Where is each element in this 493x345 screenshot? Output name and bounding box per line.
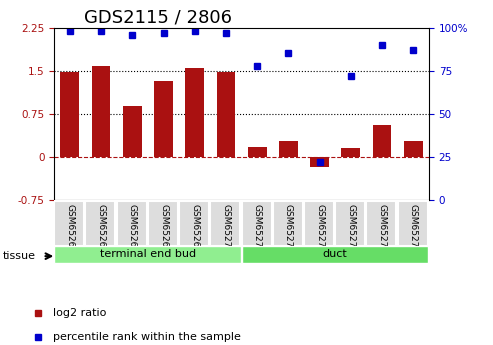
Text: GSM65274: GSM65274 — [347, 204, 355, 253]
Bar — [279, 141, 298, 157]
Text: GSM65269: GSM65269 — [190, 204, 199, 253]
Text: GSM65268: GSM65268 — [159, 204, 168, 253]
Bar — [404, 141, 423, 157]
Bar — [373, 125, 391, 157]
FancyBboxPatch shape — [242, 246, 428, 263]
Text: log2 ratio: log2 ratio — [54, 308, 107, 318]
FancyBboxPatch shape — [335, 201, 365, 246]
Bar — [61, 72, 79, 157]
Text: GSM65271: GSM65271 — [253, 204, 262, 253]
FancyBboxPatch shape — [85, 201, 115, 246]
Text: GSM65273: GSM65273 — [315, 204, 324, 253]
FancyBboxPatch shape — [304, 201, 334, 246]
Bar — [310, 157, 329, 167]
Bar — [185, 68, 204, 157]
Text: GSM65272: GSM65272 — [284, 204, 293, 253]
FancyBboxPatch shape — [148, 201, 178, 246]
Text: terminal end bud: terminal end bud — [100, 249, 196, 259]
Text: tissue: tissue — [3, 251, 36, 261]
FancyBboxPatch shape — [54, 246, 241, 263]
Bar — [92, 66, 110, 157]
Bar — [342, 148, 360, 157]
Text: GSM65275: GSM65275 — [378, 204, 387, 253]
Bar — [248, 147, 267, 157]
FancyBboxPatch shape — [179, 201, 209, 246]
FancyBboxPatch shape — [366, 201, 396, 246]
FancyBboxPatch shape — [117, 201, 146, 246]
Text: GSM65270: GSM65270 — [221, 204, 230, 253]
Text: GSM65267: GSM65267 — [128, 204, 137, 253]
Bar — [154, 81, 173, 157]
Text: percentile rank within the sample: percentile rank within the sample — [54, 332, 242, 342]
Text: GDS2115 / 2806: GDS2115 / 2806 — [84, 8, 232, 26]
FancyBboxPatch shape — [211, 201, 240, 246]
Text: duct: duct — [323, 249, 348, 259]
Text: GSM65276: GSM65276 — [409, 204, 418, 253]
Text: GSM65260: GSM65260 — [66, 204, 74, 253]
Text: GSM65261: GSM65261 — [97, 204, 106, 253]
Bar — [123, 106, 141, 157]
FancyBboxPatch shape — [242, 201, 272, 246]
FancyBboxPatch shape — [54, 201, 84, 246]
FancyBboxPatch shape — [273, 201, 303, 246]
FancyBboxPatch shape — [398, 201, 427, 246]
Bar — [216, 72, 235, 157]
